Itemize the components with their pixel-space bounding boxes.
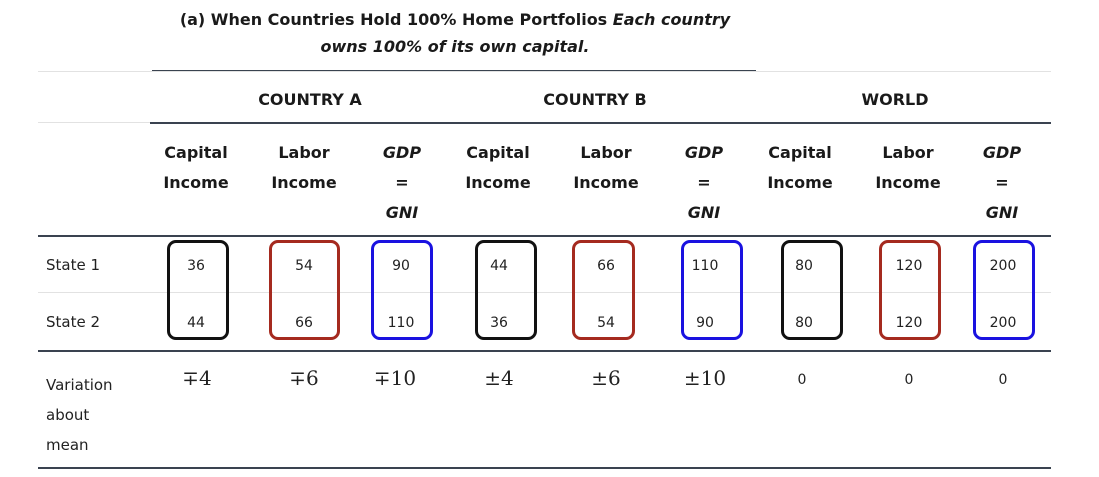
row-label-variation: Variation about mean (46, 376, 113, 454)
column-header: GDP = GNI (684, 143, 724, 222)
cell-state2-world-capital: 80 (795, 315, 813, 331)
rule-body-bottom (38, 350, 1051, 352)
gdp-box-b (681, 240, 743, 340)
capital-income-box-a (167, 240, 229, 340)
variation-world-labor: 0 (904, 372, 914, 388)
variation-b-gdp: ±10 (683, 366, 727, 390)
group-header-country-a: COUNTRY A (258, 90, 362, 109)
rule-table-bottom (38, 467, 1051, 469)
column-header: Capital Income (767, 143, 833, 192)
cell-state2-b-gdp: 90 (696, 315, 714, 331)
group-header-country-b: COUNTRY B (543, 90, 647, 109)
cell-state1-a-gdp: 90 (392, 258, 410, 274)
variation-b-capital: ±4 (484, 366, 514, 390)
table-caption: (a) When Countries Hold 100% Home Portfo… (150, 6, 760, 60)
capital-income-box-world (781, 240, 843, 340)
cell-state1-b-gdp: 110 (691, 258, 719, 274)
labor-income-box-world (879, 240, 941, 340)
gdp-box-world (973, 240, 1035, 340)
cell-state2-a-gdp: 110 (387, 315, 415, 331)
caption-italic-2: owns 100% of its own capital. (320, 37, 590, 56)
column-header: Labor Income (271, 143, 337, 192)
column-header: Labor Income (875, 143, 941, 192)
variation-a-labor: ∓6 (289, 366, 319, 390)
rule-top (38, 71, 1051, 72)
row-label-state-2: State 2 (46, 313, 101, 331)
variation-world-capital: 0 (797, 372, 807, 388)
group-underline (150, 122, 1051, 124)
cell-state2-b-capital: 36 (490, 315, 508, 331)
cell-state2-b-labor: 54 (597, 315, 615, 331)
column-header: Capital Income (465, 143, 531, 192)
gdp-box-a (371, 240, 433, 340)
group-header-world: WORLD (861, 90, 929, 109)
cell-state2-world-labor: 120 (895, 315, 923, 331)
variation-a-gdp: ∓10 (373, 366, 417, 390)
cell-state1-world-capital: 80 (795, 258, 813, 274)
column-header: Labor Income (573, 143, 639, 192)
cell-state1-b-labor: 66 (597, 258, 615, 274)
labor-income-box-b (572, 240, 635, 340)
rule-header-bottom (38, 235, 1051, 237)
column-header: Capital Income (163, 143, 229, 192)
cell-state1-world-gdp: 200 (989, 258, 1017, 274)
variation-a-capital: ∓4 (182, 366, 212, 390)
cell-state1-a-labor: 54 (295, 258, 313, 274)
cell-state2-a-labor: 66 (295, 315, 313, 331)
cell-state1-world-labor: 120 (895, 258, 923, 274)
caption-italic-1: Each country (612, 10, 731, 29)
row-label-state-1: State 1 (46, 256, 101, 274)
caption-bold: (a) When Countries Hold 100% Home Portfo… (179, 10, 608, 29)
column-header: GDP = GNI (982, 143, 1022, 222)
rule-between-states (38, 292, 1051, 293)
cell-state2-a-capital: 44 (187, 315, 205, 331)
labor-income-box-a (269, 240, 340, 340)
cell-state1-a-capital: 36 (187, 258, 205, 274)
capital-income-box-b (475, 240, 537, 340)
variation-world-gdp: 0 (998, 372, 1008, 388)
cell-state1-b-capital: 44 (490, 258, 508, 274)
variation-b-labor: ±6 (591, 366, 621, 390)
column-header: GDP = GNI (382, 143, 422, 222)
cell-state2-world-gdp: 200 (989, 315, 1017, 331)
